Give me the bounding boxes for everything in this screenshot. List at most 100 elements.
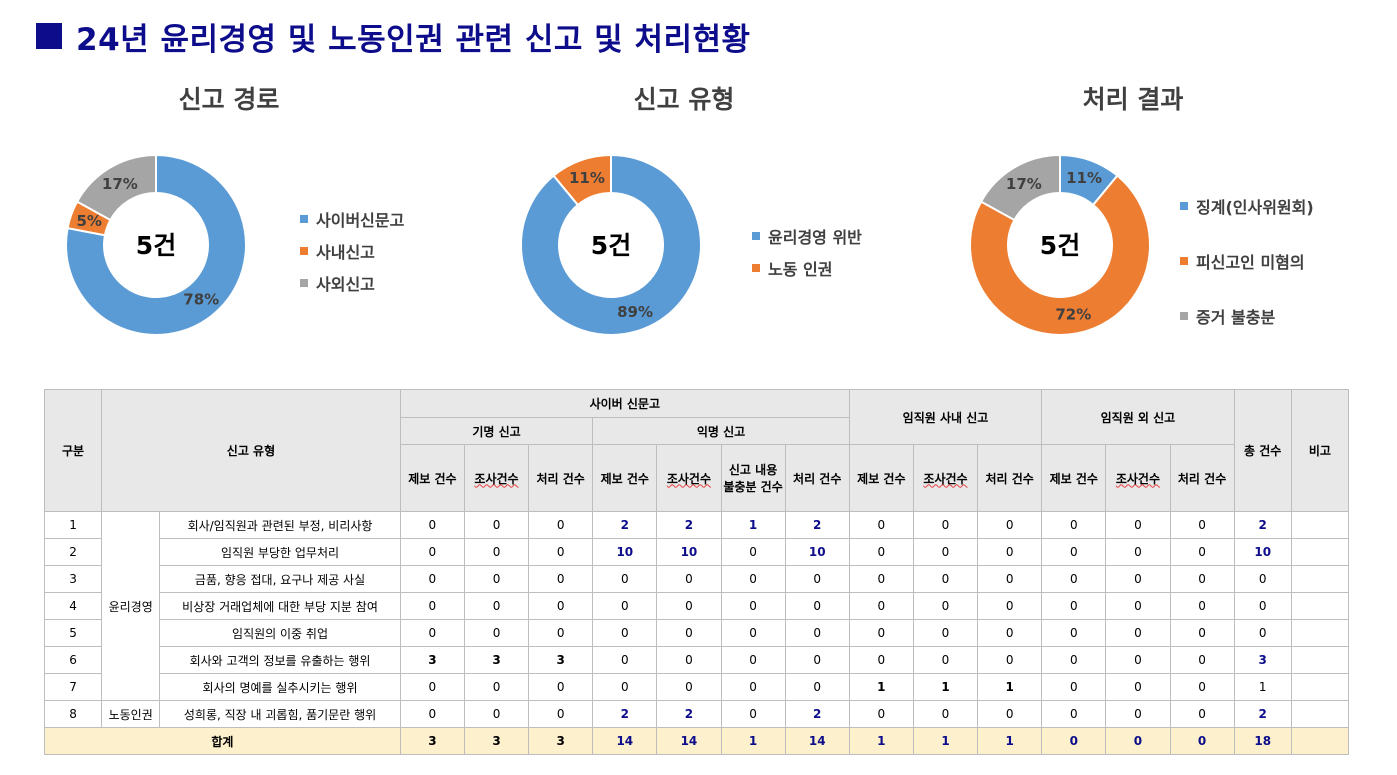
value-cell: 0: [848, 565, 914, 593]
total-value: 14: [592, 727, 658, 755]
donut-center-label: 5건: [1040, 231, 1080, 260]
value-cell: 3: [528, 646, 594, 674]
value-cell: 0: [848, 511, 914, 539]
total-label: 합계: [44, 727, 401, 755]
note-cell: [1290, 619, 1350, 647]
donut-center-label: 5건: [136, 231, 176, 260]
total-value: 3: [528, 727, 594, 755]
value-cell: 0: [399, 511, 465, 539]
value-cell: 0: [720, 619, 786, 647]
value-cell: 3: [463, 646, 530, 674]
value-cell: 0: [528, 700, 594, 728]
table-row: 5 임직원의 이중 취업 0 0 0 0 0 0 0 0 0 0 0 0 0 0: [43, 619, 1350, 647]
row-report-type: 성희롱, 직장 내 괴롭힘, 품기문란 행위: [159, 700, 401, 728]
value-cell: 2: [784, 700, 850, 728]
donut-slice-3: [979, 153, 1061, 222]
total-value: 1: [977, 727, 1043, 755]
value-cell: 0: [528, 565, 594, 593]
value-cell: 0: [977, 646, 1043, 674]
legend-label: 증거 불충분: [1196, 307, 1276, 327]
donut-slice-1: [520, 153, 702, 336]
value-cell: 0: [656, 592, 722, 620]
donut-data-label: 89%: [617, 303, 653, 321]
value-cell: 0: [1169, 646, 1235, 674]
value-cell: 0: [1169, 592, 1235, 620]
group-label-ethics: 윤리경영: [101, 511, 161, 701]
value-cell: 0: [399, 592, 465, 620]
legend-item: 사외신고: [300, 267, 404, 299]
value-cell: 0: [399, 538, 465, 566]
value-cell: 0: [784, 673, 850, 701]
value-cell: 0: [1041, 700, 1107, 728]
note-cell: [1290, 700, 1350, 728]
value-cell: 0: [1169, 538, 1235, 566]
row-report-type: 비상장 거래업체에 대한 부당 지분 참여: [159, 592, 401, 620]
chart-title-result: 처리 결과: [1082, 85, 1184, 114]
legend-label: 피신고인 미혐의: [1196, 252, 1305, 272]
value-cell: 1: [720, 511, 786, 539]
legend-swatch: [1180, 256, 1188, 265]
header-invest-label: 조사건수: [474, 471, 519, 486]
value-cell: 0: [1169, 700, 1235, 728]
header-report: 제보 건수: [848, 444, 914, 512]
value-cell: 10: [1233, 538, 1292, 566]
value-cell: 0: [528, 538, 594, 566]
total-value: 18: [1233, 727, 1292, 755]
row-number: 7: [43, 673, 103, 701]
value-cell: 0: [1105, 592, 1171, 620]
value-cell: 0: [1041, 592, 1107, 620]
value-cell: 3: [399, 646, 465, 674]
value-cell: 0: [656, 673, 722, 701]
donut-data-label: 11%: [1066, 169, 1102, 187]
value-cell: 1: [912, 673, 979, 701]
donut-data-label: 78%: [183, 291, 219, 309]
value-cell: 0: [463, 700, 530, 728]
total-value: 1: [720, 727, 786, 755]
value-cell: 0: [977, 619, 1043, 647]
value-cell: 0: [1233, 592, 1292, 620]
table-row: 4 비상장 거래업체에 대한 부당 지분 참여 0 0 0 0 0 0 0 0 0 0 0 0 0 0: [43, 592, 1350, 620]
value-cell: 0: [528, 673, 594, 701]
value-cell: 10: [592, 538, 658, 566]
value-cell: 0: [848, 538, 914, 566]
value-cell: 0: [977, 592, 1043, 620]
note-cell: [1290, 538, 1350, 566]
header-report: 제보 건수: [1041, 444, 1107, 512]
value-cell: 0: [528, 619, 594, 647]
table-row: 7 회사의 명예를 실추시키는 행위 0 0 0 0 0 0 0 1 1 1 0 0 0 1: [43, 673, 1350, 701]
value-cell: 2: [592, 700, 658, 728]
value-cell: 0: [1105, 646, 1171, 674]
header-insufficient: 신고 내용 불충분 건수: [720, 444, 786, 512]
legend-swatch: [1180, 311, 1188, 320]
value-cell: 0: [912, 565, 979, 593]
legend-label: 노동 인권: [768, 260, 833, 279]
value-cell: 0: [528, 511, 594, 539]
value-cell: 0: [912, 700, 979, 728]
total-value: 0: [1105, 727, 1171, 755]
value-cell: 0: [528, 592, 594, 620]
header-invest: 조사건수: [463, 444, 530, 512]
row-number: 8: [43, 700, 103, 728]
table-row: 1 윤리경영 회사/임직원과 관련된 부정, 비리사항 0 0 0 2 2 1 2 0 0 0 0 0 0 2: [43, 511, 1350, 701]
value-cell: 0: [592, 673, 658, 701]
row-number: 1: [43, 511, 103, 539]
value-cell: 0: [848, 700, 914, 728]
value-cell: 0: [784, 646, 850, 674]
chart-title-type: 신고 유형: [633, 85, 735, 114]
chart-title-route: 신고 경로: [178, 85, 280, 114]
legend-item: 징계(인사위원회): [1180, 178, 1314, 233]
value-cell: 0: [592, 646, 658, 674]
donut-slice-2: [552, 153, 612, 207]
donut-slice-1: [65, 153, 247, 336]
legend-swatch: [300, 215, 308, 223]
legend-swatch: [300, 279, 308, 287]
header-invest: 조사건수: [912, 444, 979, 512]
page-title-text: 24년 윤리경영 및 노동인권 관련 신고 및 처리현황: [76, 21, 751, 58]
row-report-type: 임직원 부당한 업무처리: [159, 538, 401, 566]
legend-route: 사이버신문고 사내신고 사외신고: [300, 203, 404, 299]
total-value: 1: [848, 727, 914, 755]
header-process: 처리 건수: [784, 444, 850, 512]
header-process: 처리 건수: [1169, 444, 1235, 512]
legend-label: 사외신고: [316, 275, 375, 294]
